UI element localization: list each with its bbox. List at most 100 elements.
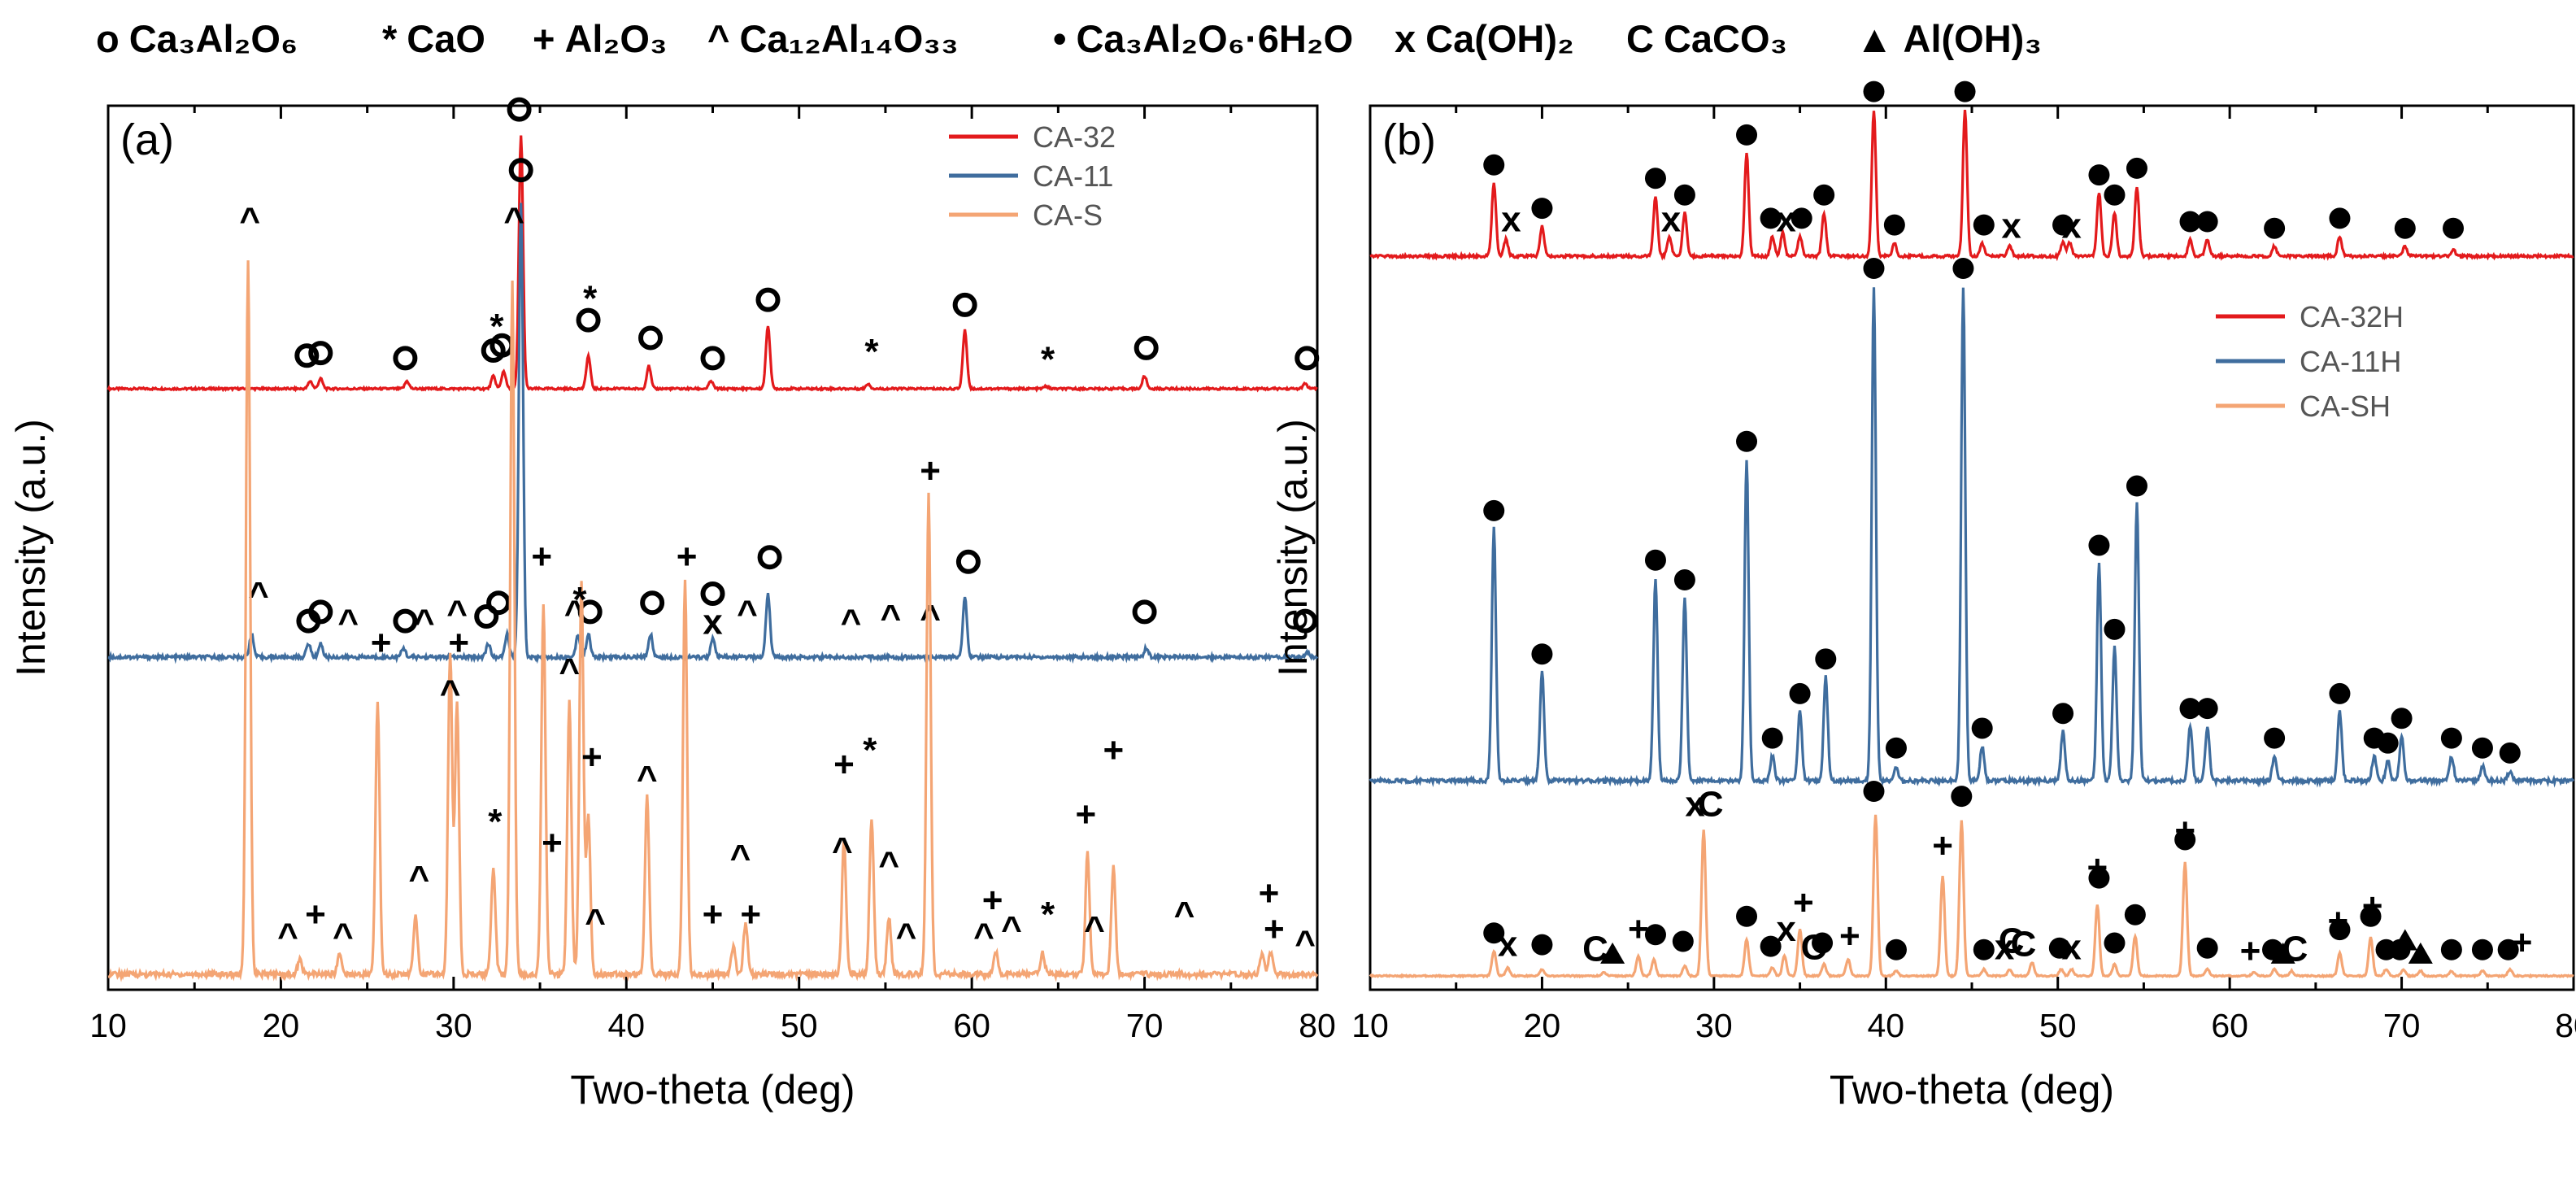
- phase-marker-hydrate: [2179, 211, 2201, 233]
- phase-marker-caoh2: x: [2001, 207, 2021, 246]
- phase-marker-c12a7: ^: [503, 201, 524, 241]
- series-ca-32: *** *: [107, 97, 1320, 393]
- phase-marker-cao: *: [488, 802, 503, 842]
- phase-marker-hydrate: [2394, 217, 2416, 239]
- phase-marker-hydrate: [2126, 157, 2147, 179]
- xrd-pattern-line: [107, 260, 1319, 982]
- phase-legend-item-al2o3: + Al₂O₃: [533, 17, 668, 60]
- phase-marker-hydrate: [2174, 829, 2196, 851]
- phase-marker-hydrate: [2264, 217, 2286, 239]
- phase-marker-c12a7: ^: [637, 759, 658, 799]
- phase-marker-ca3al2o6: [955, 549, 981, 574]
- y-axis-title: Intensity (a.u.): [8, 419, 54, 677]
- phase-marker-ca3al2o6: [393, 346, 418, 371]
- phase-marker-c12a7: ^: [880, 598, 901, 638]
- phase-marker-al2o3: +: [305, 895, 326, 934]
- xrd-pattern-line: [107, 135, 1318, 393]
- phase-marker-hydrate: [2104, 932, 2126, 954]
- x-axis-title: Two-theta (deg): [570, 1067, 855, 1113]
- phase-marker-hydrate: [1951, 786, 1973, 808]
- phase-marker-c12a7: ^: [730, 838, 751, 878]
- phase-marker-ca3al2o6: [294, 343, 320, 368]
- panel-label: (b): [1382, 115, 1436, 164]
- phase-marker-c12a7: ^: [1174, 895, 1195, 934]
- phase-marker-hydrate: [2497, 939, 2519, 960]
- phase-marker-hydrate: [2196, 937, 2218, 959]
- phase-marker-al2o3: +: [982, 881, 1003, 921]
- x-tick-label: 20: [263, 1007, 300, 1044]
- plus-marker-icon: +: [533, 17, 555, 60]
- phase-marker-hydrate: [1531, 643, 1553, 665]
- phase-marker-ca3al2o6: [308, 599, 333, 625]
- phase-marker-c12a7: ^: [841, 603, 862, 642]
- phase-marker-hydrate: [1483, 499, 1505, 521]
- phase-marker-c12a7: ^: [277, 917, 298, 956]
- phase-marker-caco3: C: [1698, 784, 1724, 824]
- panel-a: 10 20 30 40 50 60 70 80 Two-theta (deg) Intensity…: [8, 97, 1336, 1113]
- phase-marker-caoh2: x: [1995, 928, 2015, 968]
- phase-marker-c12a7: ^: [446, 593, 468, 633]
- phase-marker-ca3al2o6: [700, 346, 725, 371]
- phase-marker-al2o3: +: [542, 823, 563, 863]
- phase-marker-ca3al2o6: [393, 608, 418, 634]
- phase-marker-c12a7: ^: [832, 830, 853, 870]
- y-axis-title: Intensity (a.u.): [1270, 419, 1316, 677]
- panel-b: 10 20 30 40 50 60 70 80 Two-theta (deg) Intensity…: [1270, 81, 2576, 1113]
- phase-marker-hydrate: [1863, 81, 1885, 102]
- phase-marker-hydrate: [1531, 934, 1553, 956]
- phase-marker-hydrate: [2124, 904, 2146, 926]
- phase-marker-hydrate: [1736, 905, 1758, 927]
- phase-marker-hydrate: [1973, 214, 1995, 236]
- phase-marker-hydrate: [2440, 727, 2462, 749]
- phase-marker-hydrate: [1736, 124, 1758, 146]
- phase-marker-ca3al2o6: [474, 604, 499, 629]
- phase-marker-hydrate: [1483, 154, 1505, 176]
- phase-marker-cao: *: [1041, 895, 1055, 934]
- phase-marker-c12a7: ^: [239, 201, 260, 241]
- x-tick-label: 50: [781, 1007, 818, 1044]
- phase-marker-hydrate: [1863, 258, 1885, 279]
- xrd-pattern-line: [107, 203, 1319, 664]
- phase-marker-caoh2: x: [1498, 925, 1518, 965]
- phase-marker-c12a7: ^: [333, 917, 354, 956]
- phase-marker-caoh2: x: [2061, 207, 2082, 246]
- x-tick-label: 20: [1524, 1007, 1561, 1044]
- phase-marker-hydrate: [2264, 727, 2286, 749]
- phase-marker-hydrate: [1672, 930, 1694, 952]
- phase-marker-hydrate: [2377, 732, 2399, 754]
- x-tick-label: 30: [435, 1007, 472, 1044]
- phase-marker-aloh3: [2270, 942, 2295, 964]
- phase-marker-c12a7: ^: [414, 603, 435, 642]
- phase-marker-c12a7: ^: [1001, 909, 1022, 949]
- phase-marker-al2o3: +: [677, 537, 698, 577]
- phase-legend-item-ca3al2o6: o Ca₃Al₂O₆: [96, 17, 298, 60]
- phase-marker-caco3: C: [1999, 921, 2025, 960]
- triangle-marker-icon: ▲: [1856, 17, 1894, 60]
- phase-marker-hydrate: [2104, 184, 2126, 206]
- cross-marker-icon: x: [1395, 17, 1416, 60]
- x-tick-label: 70: [2383, 1007, 2421, 1044]
- caret-marker-icon: ^: [707, 17, 730, 60]
- xrd-pattern-line: [1368, 287, 2575, 788]
- phase-marker-al2o3: +: [1932, 826, 1953, 866]
- xrd-pattern-line: [1369, 109, 2574, 262]
- legend-label: CA-32: [1033, 120, 1116, 154]
- phase-marker-cao: *: [864, 332, 879, 372]
- phase-marker-c12a7: ^: [1084, 909, 1105, 949]
- phase-marker-ca3al2o6: [308, 341, 333, 366]
- phase-marker-hydrate: [2440, 939, 2462, 960]
- phase-marker-c12a7: ^: [973, 917, 994, 956]
- phase-marker-al2o3: +: [703, 895, 724, 934]
- phase-marker-ca3al2o6: [757, 545, 782, 570]
- phase-marker-hydrate: [2052, 703, 2074, 725]
- legend-label: CA-11H: [2300, 345, 2401, 378]
- phase-marker-hydrate: [1483, 922, 1505, 944]
- phase-marker-hydrate: [1736, 430, 1758, 452]
- phase-legend-item-hydrate: • Ca₃Al₂O₆·6H₂O: [1053, 17, 1354, 60]
- phase-marker-hydrate: [2471, 939, 2493, 960]
- phase-marker-hydrate: [2329, 919, 2351, 941]
- x-tick-label: 50: [2039, 1007, 2077, 1044]
- x-tick-label: 80: [1299, 1007, 1336, 1044]
